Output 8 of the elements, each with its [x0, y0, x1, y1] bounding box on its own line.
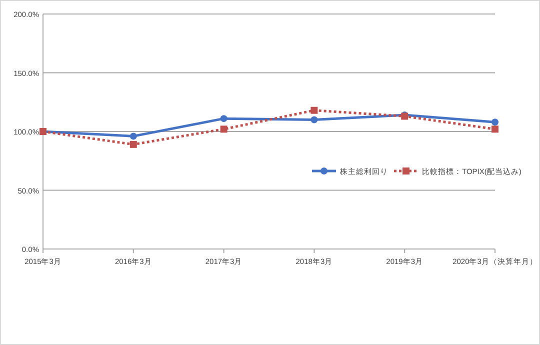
point — [130, 132, 137, 140]
point — [310, 116, 318, 124]
point — [492, 126, 498, 133]
point — [220, 126, 228, 133]
point — [310, 106, 318, 114]
point — [220, 115, 228, 122]
point — [492, 118, 498, 126]
point — [130, 140, 137, 148]
